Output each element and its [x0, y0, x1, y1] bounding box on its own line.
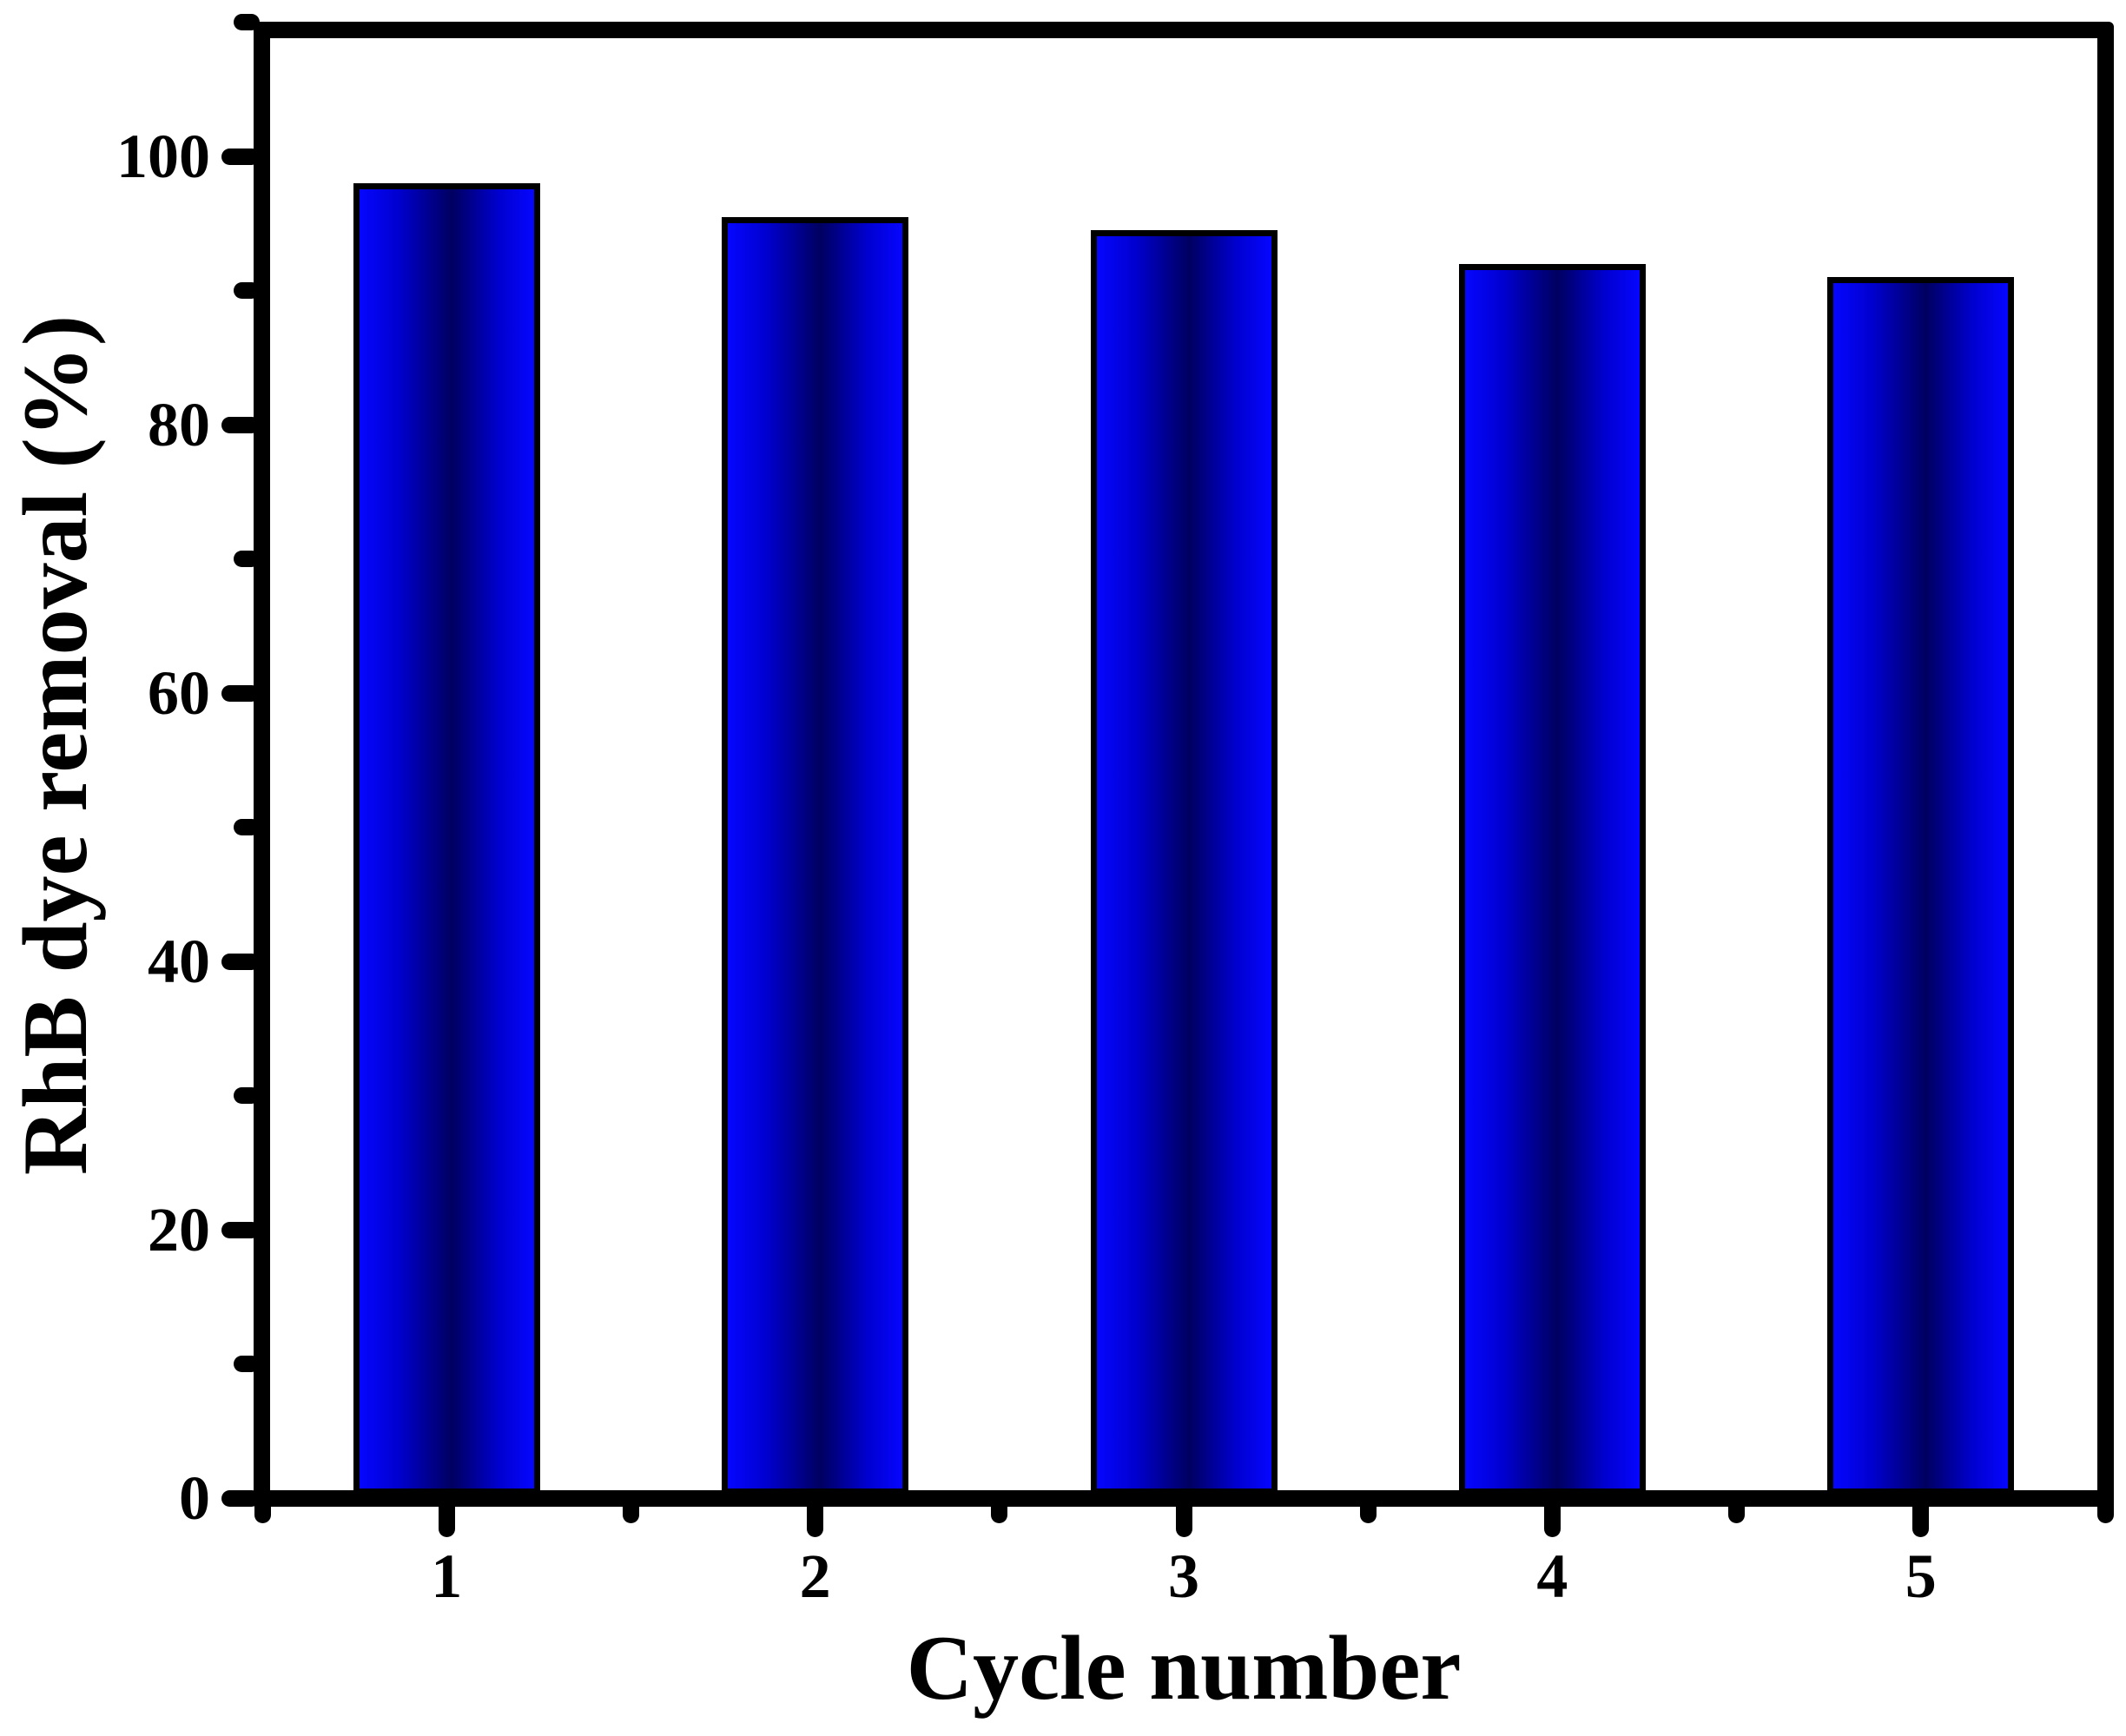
y-tick-label: 100 — [116, 122, 210, 191]
x-major-tick — [1912, 1489, 1930, 1537]
y-major-tick — [221, 148, 260, 165]
x-minor-tick — [254, 1489, 271, 1523]
bar-cycle-4 — [1458, 263, 1646, 1495]
x-tick-label: 1 — [431, 1541, 463, 1611]
y-major-tick — [221, 953, 260, 970]
y-minor-tick — [233, 551, 260, 567]
y-tick-label: 0 — [179, 1463, 210, 1533]
bar-cycle-5 — [1827, 277, 2015, 1495]
y-minor-tick — [233, 282, 260, 299]
x-tick-label: 3 — [1168, 1541, 1199, 1611]
x-minor-tick — [991, 1489, 1008, 1523]
y-minor-tick — [233, 14, 260, 30]
bar-cycle-3 — [1090, 229, 1278, 1495]
bar-cycle-1 — [353, 182, 540, 1495]
x-major-tick — [807, 1489, 824, 1537]
y-major-tick — [221, 1221, 260, 1238]
y-tick-label: 60 — [148, 658, 210, 728]
y-major-tick — [221, 684, 260, 702]
x-minor-tick — [622, 1489, 639, 1523]
x-axis-title: Cycle number — [906, 1617, 1462, 1719]
plot-frame — [254, 22, 2114, 1507]
y-major-tick — [221, 416, 260, 433]
y-tick-label: 80 — [148, 390, 210, 459]
x-minor-tick — [1359, 1489, 1377, 1523]
y-minor-tick — [233, 819, 260, 835]
y-tick-label: 20 — [148, 1195, 210, 1264]
y-minor-tick — [233, 1087, 260, 1104]
y-tick-label: 40 — [148, 927, 210, 996]
x-tick-label: 5 — [1905, 1541, 1937, 1611]
x-major-tick — [438, 1489, 455, 1537]
y-minor-tick — [233, 1356, 260, 1372]
x-tick-label: 4 — [1536, 1541, 1568, 1611]
x-tick-label: 2 — [799, 1541, 831, 1611]
y-major-tick — [221, 1489, 260, 1507]
x-major-tick — [1543, 1489, 1561, 1537]
bar-cycle-2 — [722, 216, 909, 1495]
x-minor-tick — [2096, 1489, 2114, 1523]
x-minor-tick — [1728, 1489, 1746, 1523]
x-major-tick — [1175, 1489, 1192, 1537]
